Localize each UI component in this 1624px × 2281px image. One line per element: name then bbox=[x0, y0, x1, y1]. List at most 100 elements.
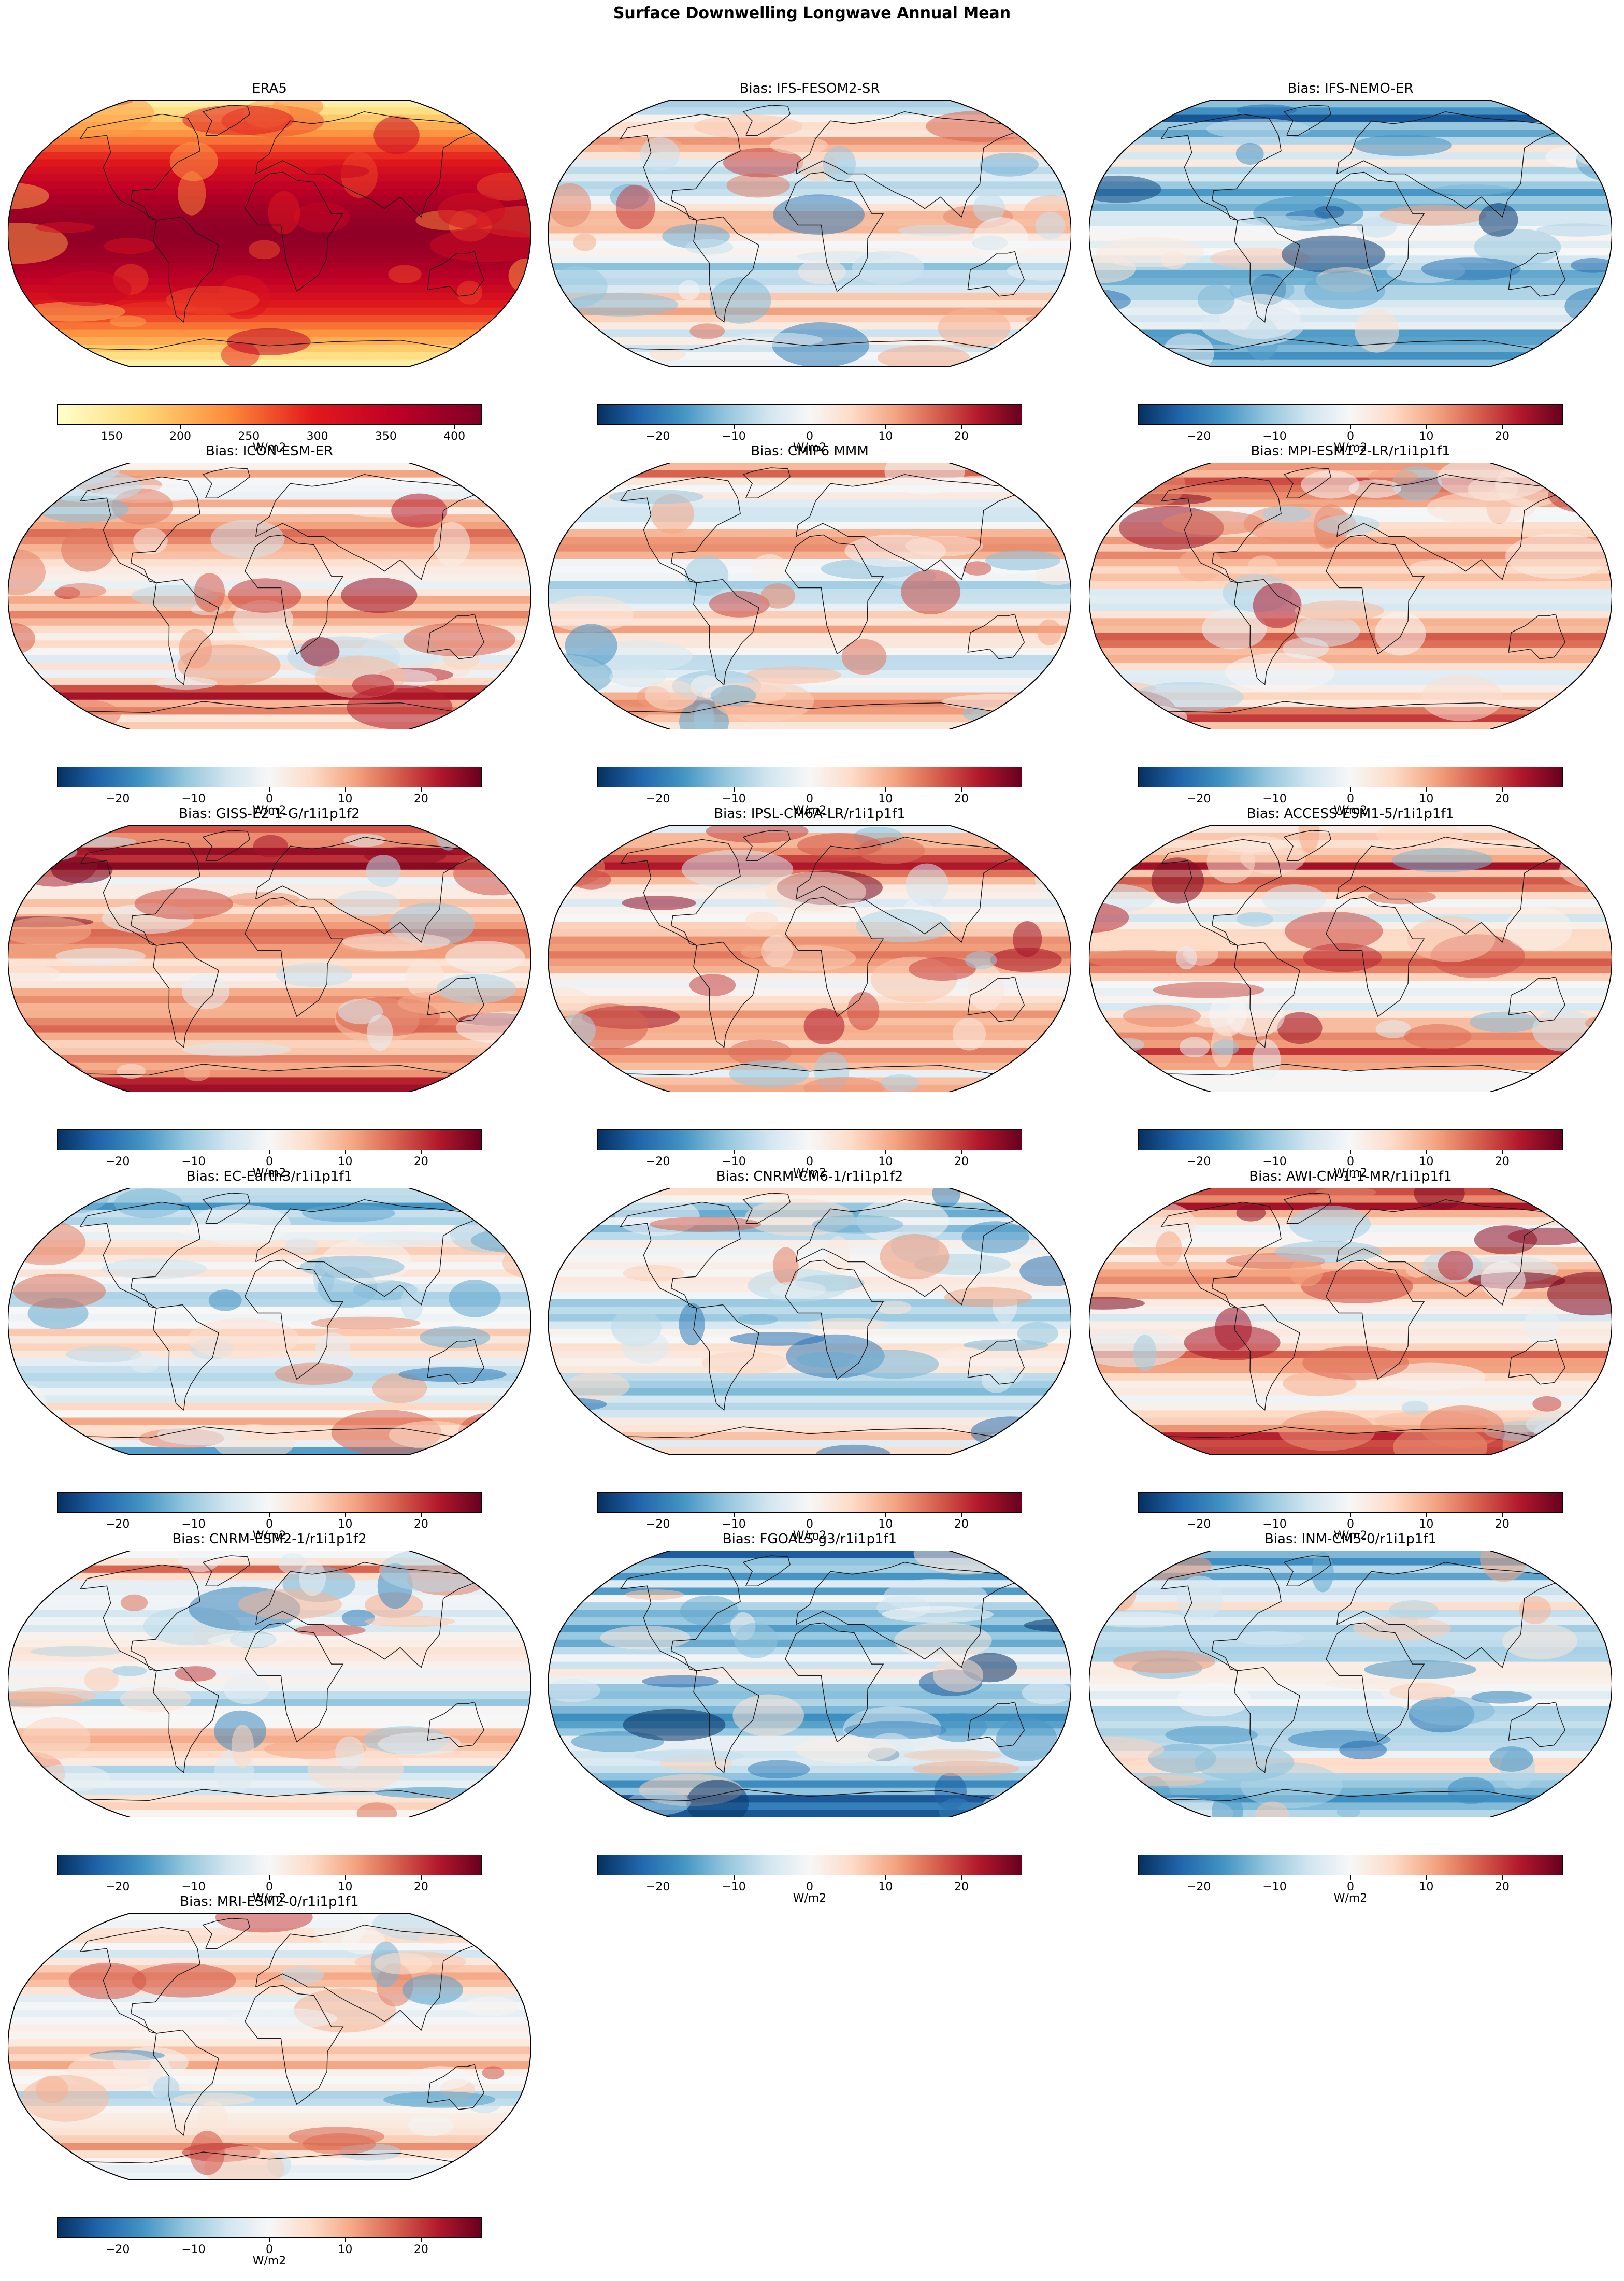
colorbar-tick bbox=[961, 1875, 962, 1880]
data-field bbox=[548, 1188, 1071, 1455]
panel-title: Bias: CNRM-CM6-1/r1i1p1f2 bbox=[716, 1169, 903, 1184]
colorbar-unit-label: W/m2 bbox=[252, 1892, 286, 1905]
data-field bbox=[548, 463, 1071, 729]
colorbar-tick-label: 10 bbox=[878, 1518, 893, 1531]
colorbar-absolute bbox=[57, 404, 482, 425]
colorbar-tick bbox=[961, 1150, 962, 1154]
panel-title: Bias: IFS-FESOM2-SR bbox=[739, 81, 880, 96]
map-boundary bbox=[548, 463, 1071, 729]
panel-title: Bias: MRI-ESM2-0/r1i1p1f1 bbox=[180, 1894, 359, 1910]
colorbar-tick-label: −20 bbox=[1186, 793, 1211, 806]
colorbar-bias bbox=[1138, 767, 1563, 787]
map-boundary bbox=[1089, 463, 1612, 729]
map-area bbox=[548, 1551, 1071, 1817]
map-panel: Bias: ACCESS-ESM1-5/r1i1p1f1 −20 −10 0 10 20 W… bbox=[1084, 806, 1617, 1180]
panel-title: Bias: ACCESS-ESM1-5/r1i1p1f1 bbox=[1246, 806, 1455, 822]
map-area bbox=[548, 825, 1071, 1092]
map-area bbox=[8, 825, 531, 1092]
panel-title: ERA5 bbox=[252, 81, 287, 96]
colorbar-unit-label: W/m2 bbox=[793, 441, 827, 454]
colorbar-tick bbox=[269, 1513, 270, 1517]
colorbar-tick bbox=[1426, 425, 1427, 429]
map-boundary bbox=[8, 1188, 531, 1455]
map-boundary bbox=[548, 100, 1071, 367]
colorbar-tick bbox=[885, 1875, 886, 1880]
colorbar-ticks: −20 −10 0 10 20 bbox=[57, 2238, 482, 2256]
map-svg bbox=[1089, 1551, 1612, 1817]
colorbar-tick-label: 0 bbox=[1347, 793, 1354, 806]
colorbar-unit-label: W/m2 bbox=[793, 1529, 827, 1542]
map-panel: Bias: IFS-FESOM2-SR −20 −10 0 10 20 W/m2 bbox=[543, 80, 1076, 454]
colorbar-tick-label: 10 bbox=[338, 1518, 353, 1531]
colorbar-unit-label: W/m2 bbox=[793, 1892, 827, 1905]
panel-title: Bias: IFS-NEMO-ER bbox=[1287, 81, 1414, 96]
colorbar-tick-label: 20 bbox=[954, 793, 969, 806]
colorbar-tick-label: 0 bbox=[266, 1881, 273, 1893]
colorbar-unit-label: W/m2 bbox=[252, 2255, 286, 2268]
colorbar-tick-label: 10 bbox=[1419, 1155, 1434, 1168]
colorbar-tick-label: 200 bbox=[169, 430, 192, 443]
map-svg bbox=[548, 463, 1071, 729]
colorbar-tick-label: −20 bbox=[645, 793, 670, 806]
colorbar-tick-label: −20 bbox=[645, 1881, 670, 1893]
colorbar-tick-label: 20 bbox=[954, 430, 969, 443]
map-panel: Bias: ICON-ESM-ER −20 −10 0 10 20 W/m2 bbox=[3, 443, 536, 817]
data-field bbox=[8, 463, 531, 729]
map-svg bbox=[548, 825, 1071, 1092]
map-panel: ERA5 150 200 250 300 350 400 W/m2 bbox=[3, 80, 536, 454]
colorbar-tick bbox=[1502, 1875, 1503, 1880]
map-area bbox=[1089, 1551, 1612, 1817]
colorbar-tick-label: 10 bbox=[338, 2243, 353, 2256]
colorbar-tick-label: −20 bbox=[105, 793, 130, 806]
colorbar-tick-label: 0 bbox=[806, 430, 813, 443]
colorbar-tick-label: −20 bbox=[105, 1518, 130, 1531]
colorbar-tick-label: 10 bbox=[1419, 1518, 1434, 1531]
colorbar-tick-label: 20 bbox=[413, 1881, 428, 1893]
map-area bbox=[548, 463, 1071, 729]
colorbar-tick bbox=[1350, 425, 1351, 429]
colorbar-ticks: −20 −10 0 10 20 bbox=[57, 1513, 482, 1531]
panel-title: Bias: ICON-ESM-ER bbox=[206, 443, 333, 459]
panel-title: Bias: GISS-E2-1-G/r1i1p1f2 bbox=[179, 806, 360, 822]
colorbar-tick-label: 20 bbox=[1494, 793, 1510, 806]
colorbar-tick-label: 10 bbox=[338, 793, 353, 806]
colorbar-ticks: −20 −10 0 10 20 bbox=[1138, 1875, 1563, 1893]
map-boundary bbox=[8, 463, 531, 729]
colorbar-tick bbox=[1350, 1513, 1351, 1517]
coastlines bbox=[620, 830, 1025, 1076]
coastlines bbox=[79, 830, 485, 1076]
colorbar-ticks: −20 −10 0 10 20 bbox=[1138, 425, 1563, 443]
colorbar-tick-label: 20 bbox=[1494, 430, 1510, 443]
colorbar-tick bbox=[961, 787, 962, 792]
colorbar-tick-label: 20 bbox=[413, 2243, 428, 2256]
colorbar-tick-label: 0 bbox=[266, 793, 273, 806]
colorbar-bias bbox=[597, 767, 1022, 787]
map-area bbox=[8, 463, 531, 729]
map-area bbox=[548, 100, 1071, 367]
colorbar-tick bbox=[1426, 1513, 1427, 1517]
colorbar-tick-label: 10 bbox=[878, 793, 893, 806]
colorbar-bias bbox=[1138, 404, 1563, 425]
colorbar-tick-label: 10 bbox=[878, 1155, 893, 1168]
colorbar-bias bbox=[1138, 1855, 1563, 1875]
colorbar-unit-label: W/m2 bbox=[1333, 1529, 1368, 1542]
panel-title: Bias: CNRM-ESM2-1/r1i1p1f2 bbox=[172, 1531, 367, 1547]
map-area bbox=[8, 100, 531, 367]
colorbar-tick-label: 10 bbox=[1419, 1881, 1434, 1893]
map-panel: Bias: MPI-ESM1-2-LR/r1i1p1f1 −20 −10 0 10 20 W… bbox=[1084, 443, 1617, 817]
map-boundary bbox=[8, 825, 531, 1092]
colorbar-tick-label: −20 bbox=[1186, 1518, 1211, 1531]
colorbar-tick-label: −10 bbox=[181, 1881, 206, 1893]
colorbar-tick bbox=[421, 787, 422, 792]
map-svg bbox=[8, 825, 531, 1092]
map-svg bbox=[8, 100, 531, 367]
map-panel: Bias: GISS-E2-1-G/r1i1p1f2 −20 −10 0 10 20 W/m… bbox=[3, 806, 536, 1180]
colorbar-unit-label: W/m2 bbox=[252, 1529, 286, 1542]
coastlines bbox=[79, 105, 485, 351]
colorbar-tick bbox=[1502, 1150, 1503, 1154]
colorbar-tick-label: 0 bbox=[1347, 1881, 1354, 1893]
colorbar-tick-label: −20 bbox=[1186, 1881, 1211, 1893]
colorbar-tick-label: −10 bbox=[181, 1518, 206, 1531]
data-field bbox=[1089, 825, 1612, 1092]
colorbar-unit-label: W/m2 bbox=[252, 1167, 286, 1180]
